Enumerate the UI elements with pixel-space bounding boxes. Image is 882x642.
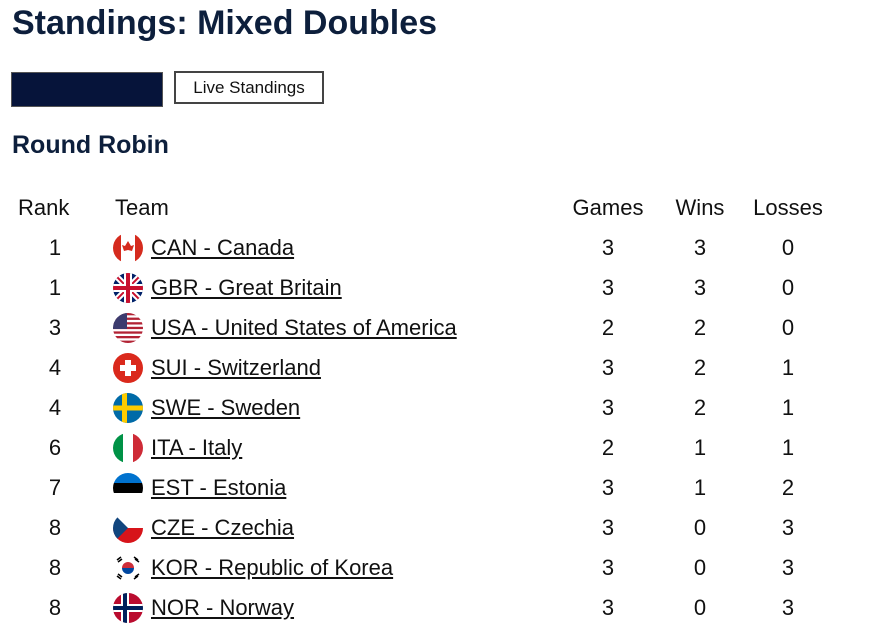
rank: 8 bbox=[48, 515, 62, 540]
wins: 2 bbox=[693, 315, 707, 340]
wins: 3 bbox=[693, 235, 707, 260]
flag bbox=[113, 593, 143, 623]
flag bbox=[113, 313, 143, 343]
flag bbox=[113, 353, 143, 383]
losses: 2 bbox=[781, 475, 795, 500]
table-row: 8 KOR - Republic of Korea 3 0 3 bbox=[0, 548, 882, 588]
table-row: 6 ITA - Italy 2 1 1 bbox=[0, 428, 882, 468]
table-row: 8 NOR - Norway 3 0 3 bbox=[0, 588, 882, 628]
wins: 2 bbox=[693, 355, 707, 380]
wins: 2 bbox=[693, 395, 707, 420]
losses: 1 bbox=[781, 435, 795, 460]
wins: 0 bbox=[693, 555, 707, 580]
flag bbox=[113, 233, 143, 263]
flag bbox=[113, 273, 143, 303]
flag bbox=[113, 513, 143, 543]
header-row: Rank Team Games Wins Losses bbox=[0, 188, 882, 228]
games: 3 bbox=[601, 595, 615, 620]
wins: 3 bbox=[693, 275, 707, 300]
table-row: 7 EST - Estonia 3 1 2 bbox=[0, 468, 882, 508]
games: 3 bbox=[601, 515, 615, 540]
losses: 3 bbox=[781, 515, 795, 540]
rank: 1 bbox=[48, 275, 62, 300]
wins: 1 bbox=[693, 435, 707, 460]
flag bbox=[113, 393, 143, 423]
team-link[interactable]: CAN - Canada bbox=[151, 235, 295, 260]
wins: 1 bbox=[693, 475, 707, 500]
table-row: 1 GBR - Great Britain 3 3 0 bbox=[0, 268, 882, 308]
team-link[interactable]: SWE - Sweden bbox=[151, 395, 301, 420]
column-header: Team bbox=[115, 195, 169, 220]
team-link[interactable]: ITA - Italy bbox=[151, 435, 243, 460]
losses: 3 bbox=[781, 595, 795, 620]
losses: 1 bbox=[781, 395, 795, 420]
rank: 4 bbox=[48, 395, 62, 420]
rank: 3 bbox=[48, 315, 62, 340]
table-row: 4 SUI - Switzerland 3 2 1 bbox=[0, 348, 882, 388]
wins: 0 bbox=[693, 515, 707, 540]
games: 3 bbox=[601, 355, 615, 380]
rank: 8 bbox=[48, 595, 62, 620]
team-link[interactable]: EST - Estonia bbox=[151, 475, 287, 500]
team-link[interactable]: SUI - Switzerland bbox=[151, 355, 321, 380]
column-header: Wins bbox=[675, 195, 725, 220]
games: 2 bbox=[601, 435, 615, 460]
rank: 7 bbox=[48, 475, 62, 500]
losses: 0 bbox=[781, 315, 795, 340]
team-link[interactable]: CZE - Czechia bbox=[151, 515, 295, 540]
column-header: Rank bbox=[18, 195, 70, 220]
flag bbox=[113, 433, 143, 463]
losses: 0 bbox=[781, 235, 795, 260]
section-title: Round Robin bbox=[12, 131, 169, 159]
rank: 1 bbox=[48, 235, 62, 260]
losses: 3 bbox=[781, 555, 795, 580]
table-row: 8 CZE - Czechia 3 0 3 bbox=[0, 508, 882, 548]
column-header: Games bbox=[572, 195, 644, 220]
team-link[interactable]: NOR - Norway bbox=[151, 595, 295, 620]
rank: 8 bbox=[48, 555, 62, 580]
selector-button[interactable] bbox=[11, 72, 163, 107]
page-title: Standings: Mixed Doubles bbox=[12, 4, 438, 42]
games: 3 bbox=[601, 235, 615, 260]
flag bbox=[113, 553, 143, 583]
games: 3 bbox=[601, 395, 615, 420]
losses: 1 bbox=[781, 355, 795, 380]
losses: 0 bbox=[781, 275, 795, 300]
table-row: 3 USA - United States of America 2 2 0 bbox=[0, 308, 882, 348]
column-header: Losses bbox=[753, 195, 823, 220]
wins: 0 bbox=[693, 595, 707, 620]
team-link[interactable]: USA - United States of America bbox=[151, 315, 457, 340]
rank: 4 bbox=[48, 355, 62, 380]
games: 2 bbox=[601, 315, 615, 340]
table-row: 1 CAN - Canada 3 3 0 bbox=[0, 228, 882, 268]
team-link[interactable]: GBR - Great Britain bbox=[151, 275, 342, 300]
live-standings-button[interactable]: Live Standings bbox=[174, 71, 324, 104]
table-row: 4 SWE - Sweden 3 2 1 bbox=[0, 388, 882, 428]
games: 3 bbox=[601, 555, 615, 580]
flag bbox=[113, 473, 143, 503]
games: 3 bbox=[601, 475, 615, 500]
team-link[interactable]: KOR - Republic of Korea bbox=[151, 555, 394, 580]
rank: 6 bbox=[48, 435, 62, 460]
games: 3 bbox=[601, 275, 615, 300]
